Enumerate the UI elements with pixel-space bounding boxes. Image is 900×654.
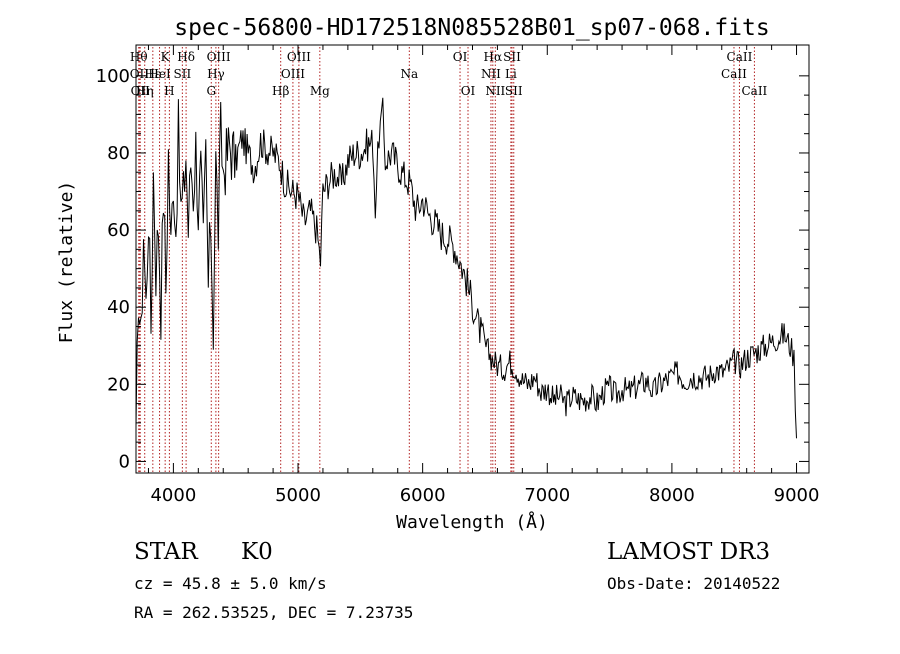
- x-tick-label: 9000: [774, 485, 820, 506]
- line-marker-label: OII: [131, 84, 151, 98]
- y-tick-label: 80: [107, 143, 130, 164]
- line-marker-label: OII: [130, 67, 150, 81]
- line-marker-label: H: [164, 84, 174, 98]
- x-tick-label: 8000: [649, 485, 695, 506]
- line-marker-label: SII: [174, 67, 192, 81]
- line-marker-label: CaII: [721, 67, 747, 81]
- survey-name: LAMOST DR3: [607, 539, 771, 565]
- line-marker-label: Hδ: [177, 50, 195, 64]
- y-tick-label: 40: [107, 297, 130, 318]
- y-tick-label: 20: [107, 374, 130, 395]
- x-tick-label: 4000: [150, 485, 196, 506]
- line-marker-label: OIII: [281, 67, 305, 81]
- x-tick-label: 7000: [524, 485, 570, 506]
- x-axis-label: Wavelength (Å): [396, 511, 548, 533]
- y-axis-label: Flux (relative): [56, 181, 77, 344]
- object-class: STAR: [134, 539, 198, 565]
- y-tick-label: 100: [96, 66, 130, 87]
- line-marker-label: Li: [505, 67, 517, 81]
- line-marker-label: OIII: [287, 50, 311, 64]
- y-tick-label: 60: [107, 220, 130, 241]
- line-marker-label: CaII: [727, 50, 753, 64]
- line-marker-label: Hε: [144, 67, 161, 81]
- line-marker-label: OI: [453, 50, 468, 64]
- line-marker-label: SII: [505, 84, 523, 98]
- spectral-subclass: K0: [241, 539, 273, 565]
- line-marker-label: Hβ: [272, 84, 289, 98]
- line-marker-label: Mg: [310, 84, 330, 98]
- spectrum-line: [135, 97, 797, 439]
- line-marker-label: Hη: [136, 84, 154, 98]
- y-tick-label: 0: [119, 451, 130, 472]
- line-marker-label: K: [161, 50, 171, 64]
- observation-date: Obs-Date: 20140522: [607, 574, 781, 593]
- line-markers: [138, 47, 755, 473]
- line-marker-label: NII: [485, 84, 505, 98]
- line-marker-label: Na: [400, 67, 418, 81]
- chart-title: spec-56800-HD172518N085528B01_sp07-068.f…: [174, 15, 769, 41]
- y-axis: 0 20 40 60 80 100: [96, 66, 809, 472]
- line-marker-label: Hα: [484, 50, 503, 64]
- plot-frame: [135, 44, 810, 474]
- line-marker-label: G: [206, 84, 216, 98]
- coordinates-readout: RA = 262.53525, DEC = 7.23735: [134, 603, 414, 622]
- redshift-readout: cz = 45.8 ± 5.0 km/s: [134, 574, 327, 593]
- line-marker-label: OIII: [207, 50, 231, 64]
- line-marker-label: HeI: [148, 67, 171, 81]
- line-marker-label: CaII: [741, 84, 767, 98]
- line-marker-label: Hθ: [130, 50, 148, 64]
- x-tick-label: 6000: [400, 485, 446, 506]
- x-axis: 4000 5000 6000 7000 8000 9000: [147, 45, 820, 506]
- line-marker-label: Hγ: [207, 67, 225, 81]
- line-marker-label: SII: [503, 50, 521, 64]
- line-marker-label: OI: [461, 84, 476, 98]
- line-marker-label: NII: [481, 67, 501, 81]
- x-tick-label: 5000: [275, 485, 321, 506]
- line-marker-labels: HθOIIOIIHηHεHeIKHSIIHδGHγOIIIHβOIIIOIIIM…: [130, 50, 768, 98]
